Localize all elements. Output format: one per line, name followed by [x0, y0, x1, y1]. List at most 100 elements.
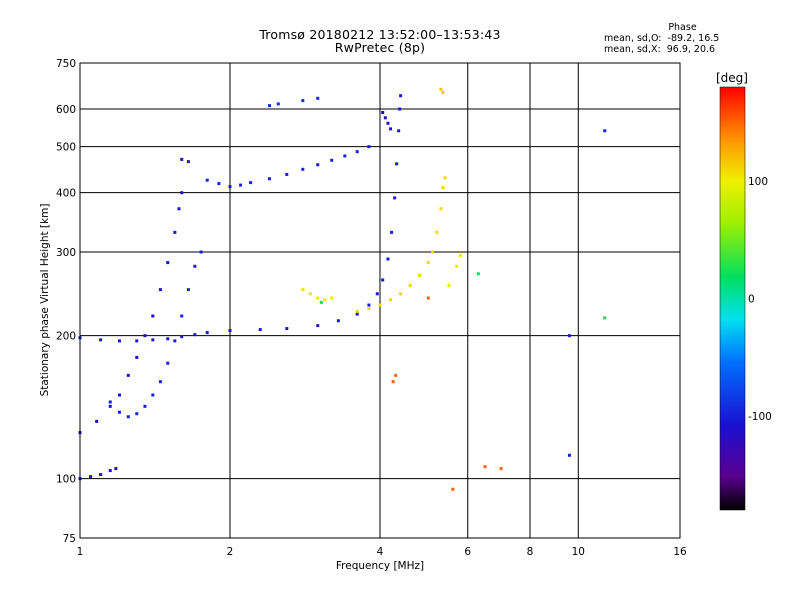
data-point	[316, 96, 320, 100]
data-point	[99, 473, 103, 477]
x-tick-label: 2	[227, 546, 234, 558]
data-point	[447, 284, 451, 288]
grid-lines	[80, 63, 680, 538]
data-point	[395, 162, 399, 166]
data-point	[319, 300, 323, 304]
data-point	[386, 121, 390, 125]
data-point	[397, 129, 401, 133]
data-point	[567, 453, 571, 457]
data-point	[117, 339, 121, 343]
x-tick-label: 6	[464, 546, 471, 558]
data-point	[249, 181, 253, 185]
data-point	[301, 167, 305, 171]
data-point	[114, 467, 118, 471]
x-axis-title: Frequency [MHz]	[336, 560, 424, 572]
data-point	[316, 163, 320, 167]
chart-title-line1: Tromsø 20180212 13:52:00–13:53:43	[259, 27, 501, 42]
data-point	[166, 261, 170, 265]
data-point	[143, 334, 147, 338]
colorbar	[719, 86, 746, 511]
data-point	[316, 296, 320, 300]
data-point	[431, 250, 435, 254]
data-point	[117, 393, 121, 397]
data-point	[443, 176, 447, 180]
data-point	[186, 160, 190, 164]
data-point	[205, 178, 209, 182]
data-point	[308, 292, 312, 296]
data-point	[398, 107, 402, 111]
y-tick-label: 400	[56, 188, 76, 200]
data-point	[151, 314, 155, 318]
data-point	[391, 380, 395, 384]
data-point	[439, 207, 443, 211]
data-point	[330, 296, 334, 300]
data-point	[135, 355, 139, 359]
data-point	[603, 316, 607, 320]
data-point	[367, 303, 371, 307]
y-tick-label: 600	[56, 104, 76, 116]
data-point	[117, 410, 121, 414]
data-point	[381, 278, 385, 282]
data-point	[336, 319, 340, 323]
data-point	[603, 129, 607, 133]
data-point	[158, 380, 162, 384]
data-point	[276, 102, 280, 106]
data-point	[126, 415, 130, 419]
data-point	[180, 335, 184, 339]
data-point	[143, 404, 147, 408]
data-point	[355, 150, 359, 154]
plot-frame	[79, 62, 681, 539]
data-point	[499, 467, 503, 471]
x-tick-label: 8	[527, 546, 534, 558]
colorbar-tick-label: -100	[748, 411, 772, 423]
data-point	[458, 253, 462, 257]
data-point	[95, 419, 99, 423]
data-point	[267, 177, 271, 181]
data-point	[186, 288, 190, 292]
data-point	[267, 104, 271, 108]
chart-title-line2: RwPretec (8p)	[334, 40, 426, 55]
data-point	[180, 191, 184, 195]
phase-stats: Phase mean, sd,O: -89.2, 16.5 mean, sd,X…	[560, 22, 765, 55]
data-point	[389, 127, 393, 131]
data-point	[426, 296, 430, 300]
y-tick-label: 300	[56, 247, 76, 259]
data-point	[330, 158, 334, 162]
data-point	[378, 303, 382, 307]
data-point	[228, 185, 232, 189]
data-point	[408, 284, 412, 288]
data-point	[367, 307, 371, 311]
colorbar-tick-label: 100	[748, 176, 768, 188]
data-point	[177, 207, 181, 211]
y-tick-label: 100	[56, 474, 76, 486]
data-point	[394, 373, 398, 377]
data-point	[567, 334, 571, 338]
data-point	[180, 157, 184, 161]
data-point	[455, 264, 459, 268]
data-point	[258, 328, 262, 332]
data-point	[228, 329, 232, 333]
data-point	[199, 250, 203, 254]
data-point	[390, 230, 394, 234]
data-points	[78, 87, 607, 491]
x-tick-label: 1	[77, 546, 84, 558]
data-point	[151, 393, 155, 397]
y-axis-title: Stationary phase Virtual Height [km]	[39, 204, 51, 397]
data-point	[193, 264, 197, 268]
data-point	[451, 487, 455, 491]
x-axis-ticks: 1 2 4 6 8 10 16	[77, 546, 687, 558]
data-point	[381, 110, 385, 114]
data-point	[375, 292, 379, 296]
y-axis-ticks: 75 100 200 300 400 500 600 750	[56, 58, 76, 545]
data-point	[389, 298, 393, 302]
data-point	[285, 172, 289, 176]
data-point	[180, 314, 184, 318]
y-tick-label: 75	[63, 533, 76, 545]
data-point	[166, 337, 170, 341]
data-point	[285, 327, 289, 331]
data-point	[483, 465, 487, 469]
data-point	[426, 261, 430, 265]
data-point	[173, 339, 177, 343]
data-point	[323, 298, 327, 302]
